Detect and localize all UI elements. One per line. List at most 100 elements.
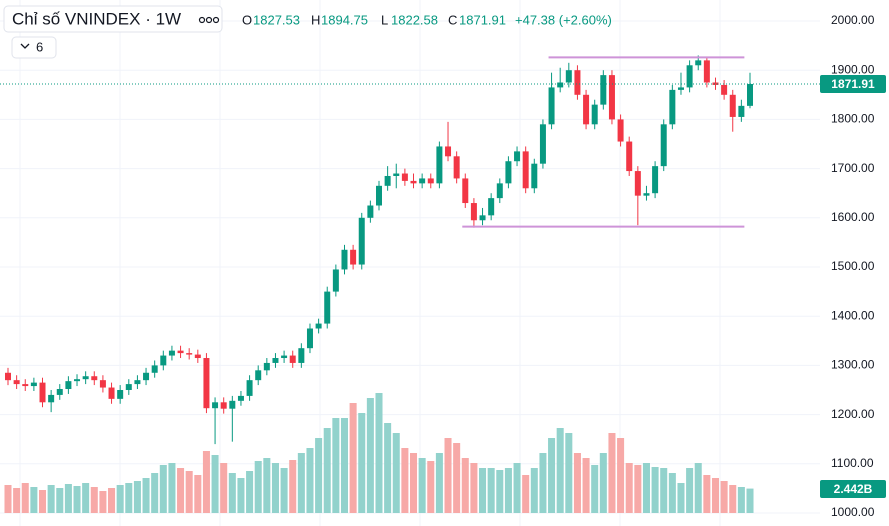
volume-bar	[565, 433, 573, 513]
candle-body	[548, 87, 555, 125]
volume-bar	[116, 485, 124, 513]
candle-body	[729, 94, 736, 117]
candle-body	[470, 203, 477, 221]
more-icon[interactable]	[198, 16, 220, 24]
title-box[interactable]	[3, 5, 223, 33]
volume-bar	[108, 488, 116, 513]
last-volume-tag	[820, 480, 886, 498]
candle-body	[695, 60, 702, 66]
candle-body	[194, 354, 201, 359]
candle-body	[212, 402, 219, 409]
volume-bar	[177, 468, 185, 513]
candle-body	[74, 379, 81, 382]
volume-bar	[591, 465, 599, 513]
candle-body	[332, 269, 339, 292]
candle-body	[608, 75, 615, 120]
last-price-tag	[820, 75, 886, 94]
volume-bar	[30, 487, 38, 513]
low-label: L	[381, 12, 388, 27]
volume-bar	[746, 488, 754, 513]
candle-body	[108, 387, 115, 399]
volume-bar	[38, 490, 47, 513]
volume-bar	[168, 463, 176, 513]
volume-bar	[349, 403, 357, 513]
candle-body	[445, 146, 452, 157]
candle-body	[22, 384, 29, 387]
volume-bar	[358, 413, 366, 513]
candle-body	[626, 141, 633, 172]
candle-body	[479, 215, 486, 221]
candle-body	[712, 82, 719, 85]
candle-body	[738, 105, 745, 117]
volume-bar	[125, 483, 133, 513]
volume-bar	[642, 463, 650, 513]
volume-bar	[263, 458, 271, 513]
candle-body	[419, 178, 426, 184]
volume-bar	[271, 463, 279, 513]
volume-bar	[159, 465, 167, 513]
close-label: C	[448, 12, 457, 27]
volume-bar	[496, 470, 504, 513]
candle-body	[376, 185, 382, 206]
candle-body	[298, 348, 305, 363]
volume-bar	[427, 461, 435, 513]
change-value: +47.38 (+2.60%)	[515, 12, 612, 27]
volume-bar	[660, 468, 668, 513]
volume-bar	[21, 483, 29, 513]
volume-bar	[306, 448, 314, 513]
candle-body	[117, 390, 124, 399]
high-value: 1894.75	[321, 12, 368, 27]
candle-body	[306, 328, 313, 349]
candle-body	[99, 380, 106, 388]
y-tick-label: 1400.00	[831, 308, 875, 322]
volume-bar	[392, 433, 400, 513]
volume-bar	[461, 458, 469, 513]
volume-bar	[599, 453, 607, 513]
volume-bar	[323, 428, 331, 513]
candle-body	[453, 156, 460, 179]
candle-body	[246, 380, 253, 396]
candle-body	[557, 82, 564, 88]
candle-body	[203, 358, 210, 409]
volume-bar	[246, 471, 254, 513]
candle-body	[168, 350, 175, 356]
candle-body	[56, 389, 63, 395]
indicators-toggle[interactable]	[11, 36, 57, 59]
candle-body	[514, 151, 521, 162]
volume-bar	[686, 468, 694, 513]
candle-body	[82, 376, 89, 380]
candle-body	[488, 198, 495, 216]
candle-body	[315, 323, 322, 329]
candle-body	[350, 249, 357, 265]
candle-body	[565, 70, 572, 83]
volume-bar	[340, 418, 349, 513]
candle-body	[410, 180, 417, 184]
volume-bar	[453, 443, 461, 513]
volume-bar	[375, 393, 383, 513]
volume-bar	[737, 487, 745, 513]
y-tick-label: 1800.00	[831, 112, 875, 126]
candle-body	[237, 395, 244, 401]
volume-bar	[99, 491, 107, 513]
volume-bar	[90, 487, 98, 513]
volume-bar	[64, 484, 72, 513]
volume-bar	[133, 481, 141, 513]
candle-body	[634, 171, 641, 196]
volume-bar	[315, 438, 323, 513]
volume-bar	[444, 438, 452, 513]
volume-bar	[522, 475, 530, 513]
volume-bar	[711, 478, 720, 513]
candle-body	[660, 124, 667, 167]
candle-body	[281, 355, 288, 359]
volume-bar	[366, 398, 374, 513]
candle-body	[13, 380, 20, 385]
volume-bar	[185, 471, 193, 513]
last-volume-label: 2.442B	[834, 482, 873, 496]
volume-bar	[73, 486, 81, 513]
candle-body	[177, 350, 184, 354]
high-label: H	[311, 12, 320, 27]
volume-bar	[254, 461, 262, 513]
candle-body	[393, 173, 400, 176]
y-tick-label: 1500.00	[831, 259, 875, 273]
